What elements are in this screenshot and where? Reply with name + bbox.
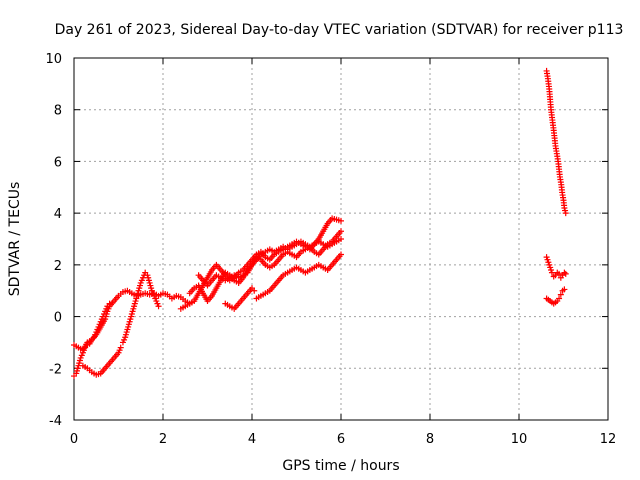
x-tick-label: 4: [248, 432, 256, 447]
series-track-3: [79, 344, 124, 378]
data-point: [561, 286, 568, 293]
data-point: [117, 344, 124, 351]
x-tick-label: 10: [511, 432, 528, 447]
data-point: [338, 236, 344, 242]
data-point: [562, 210, 569, 217]
axis-ticks: 0 2 4 6 8 10 12 -4 -2 0 2 4 6 8 10: [45, 52, 616, 447]
data-point: [251, 287, 258, 294]
y-tick-label: -4: [49, 414, 62, 429]
chart-title: Day 261 of 2023, Sidereal Day-to-day VTE…: [55, 22, 624, 38]
y-tick-label: 10: [45, 52, 62, 67]
y-tick-label: 0: [54, 311, 62, 326]
y-tick-label: 2: [54, 259, 62, 274]
y-tick-label: 4: [54, 207, 62, 222]
series-track-10: [543, 67, 569, 217]
series-track-7: [195, 236, 344, 289]
x-tick-label: 0: [70, 432, 78, 447]
data-points: [71, 67, 569, 380]
series-track-4: [119, 269, 162, 346]
y-tick-label: 8: [54, 104, 62, 119]
data-point: [556, 270, 563, 277]
y-axis-label: SDTVAR / TECUs: [7, 182, 23, 297]
x-tick-label: 8: [426, 432, 434, 447]
series-track-9: [253, 251, 344, 302]
x-tick-label: 2: [159, 432, 167, 447]
x-tick-label: 6: [337, 432, 345, 447]
data-point: [561, 269, 568, 276]
data-point: [556, 295, 563, 302]
y-tick-label: -2: [49, 362, 62, 377]
data-point: [338, 217, 344, 224]
x-tick-label: 12: [600, 432, 617, 447]
x-axis-label: GPS time / hours: [282, 458, 399, 474]
data-point: [155, 303, 162, 310]
series-track-8: [222, 285, 258, 312]
series-track-11: [543, 254, 569, 281]
data-point: [338, 228, 344, 235]
data-point: [106, 300, 113, 307]
data-point: [557, 291, 564, 298]
data-point: [562, 270, 569, 277]
series-track-2: [71, 300, 113, 380]
data-point: [338, 251, 344, 258]
series-track-12: [543, 286, 568, 307]
data-point: [548, 269, 555, 276]
y-tick-label: 6: [54, 155, 62, 170]
